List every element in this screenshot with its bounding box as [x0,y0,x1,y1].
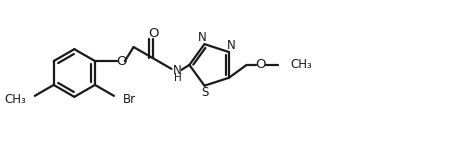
Text: N: N [226,39,235,52]
Text: O: O [148,27,159,40]
Text: CH₃: CH₃ [4,93,26,106]
Text: CH₃: CH₃ [290,58,312,71]
Text: O: O [117,55,127,68]
Text: O: O [255,58,266,71]
Text: N: N [173,64,182,77]
Text: S: S [201,86,208,99]
Text: Br: Br [123,93,136,106]
Text: H: H [174,73,181,83]
Text: N: N [198,31,207,44]
